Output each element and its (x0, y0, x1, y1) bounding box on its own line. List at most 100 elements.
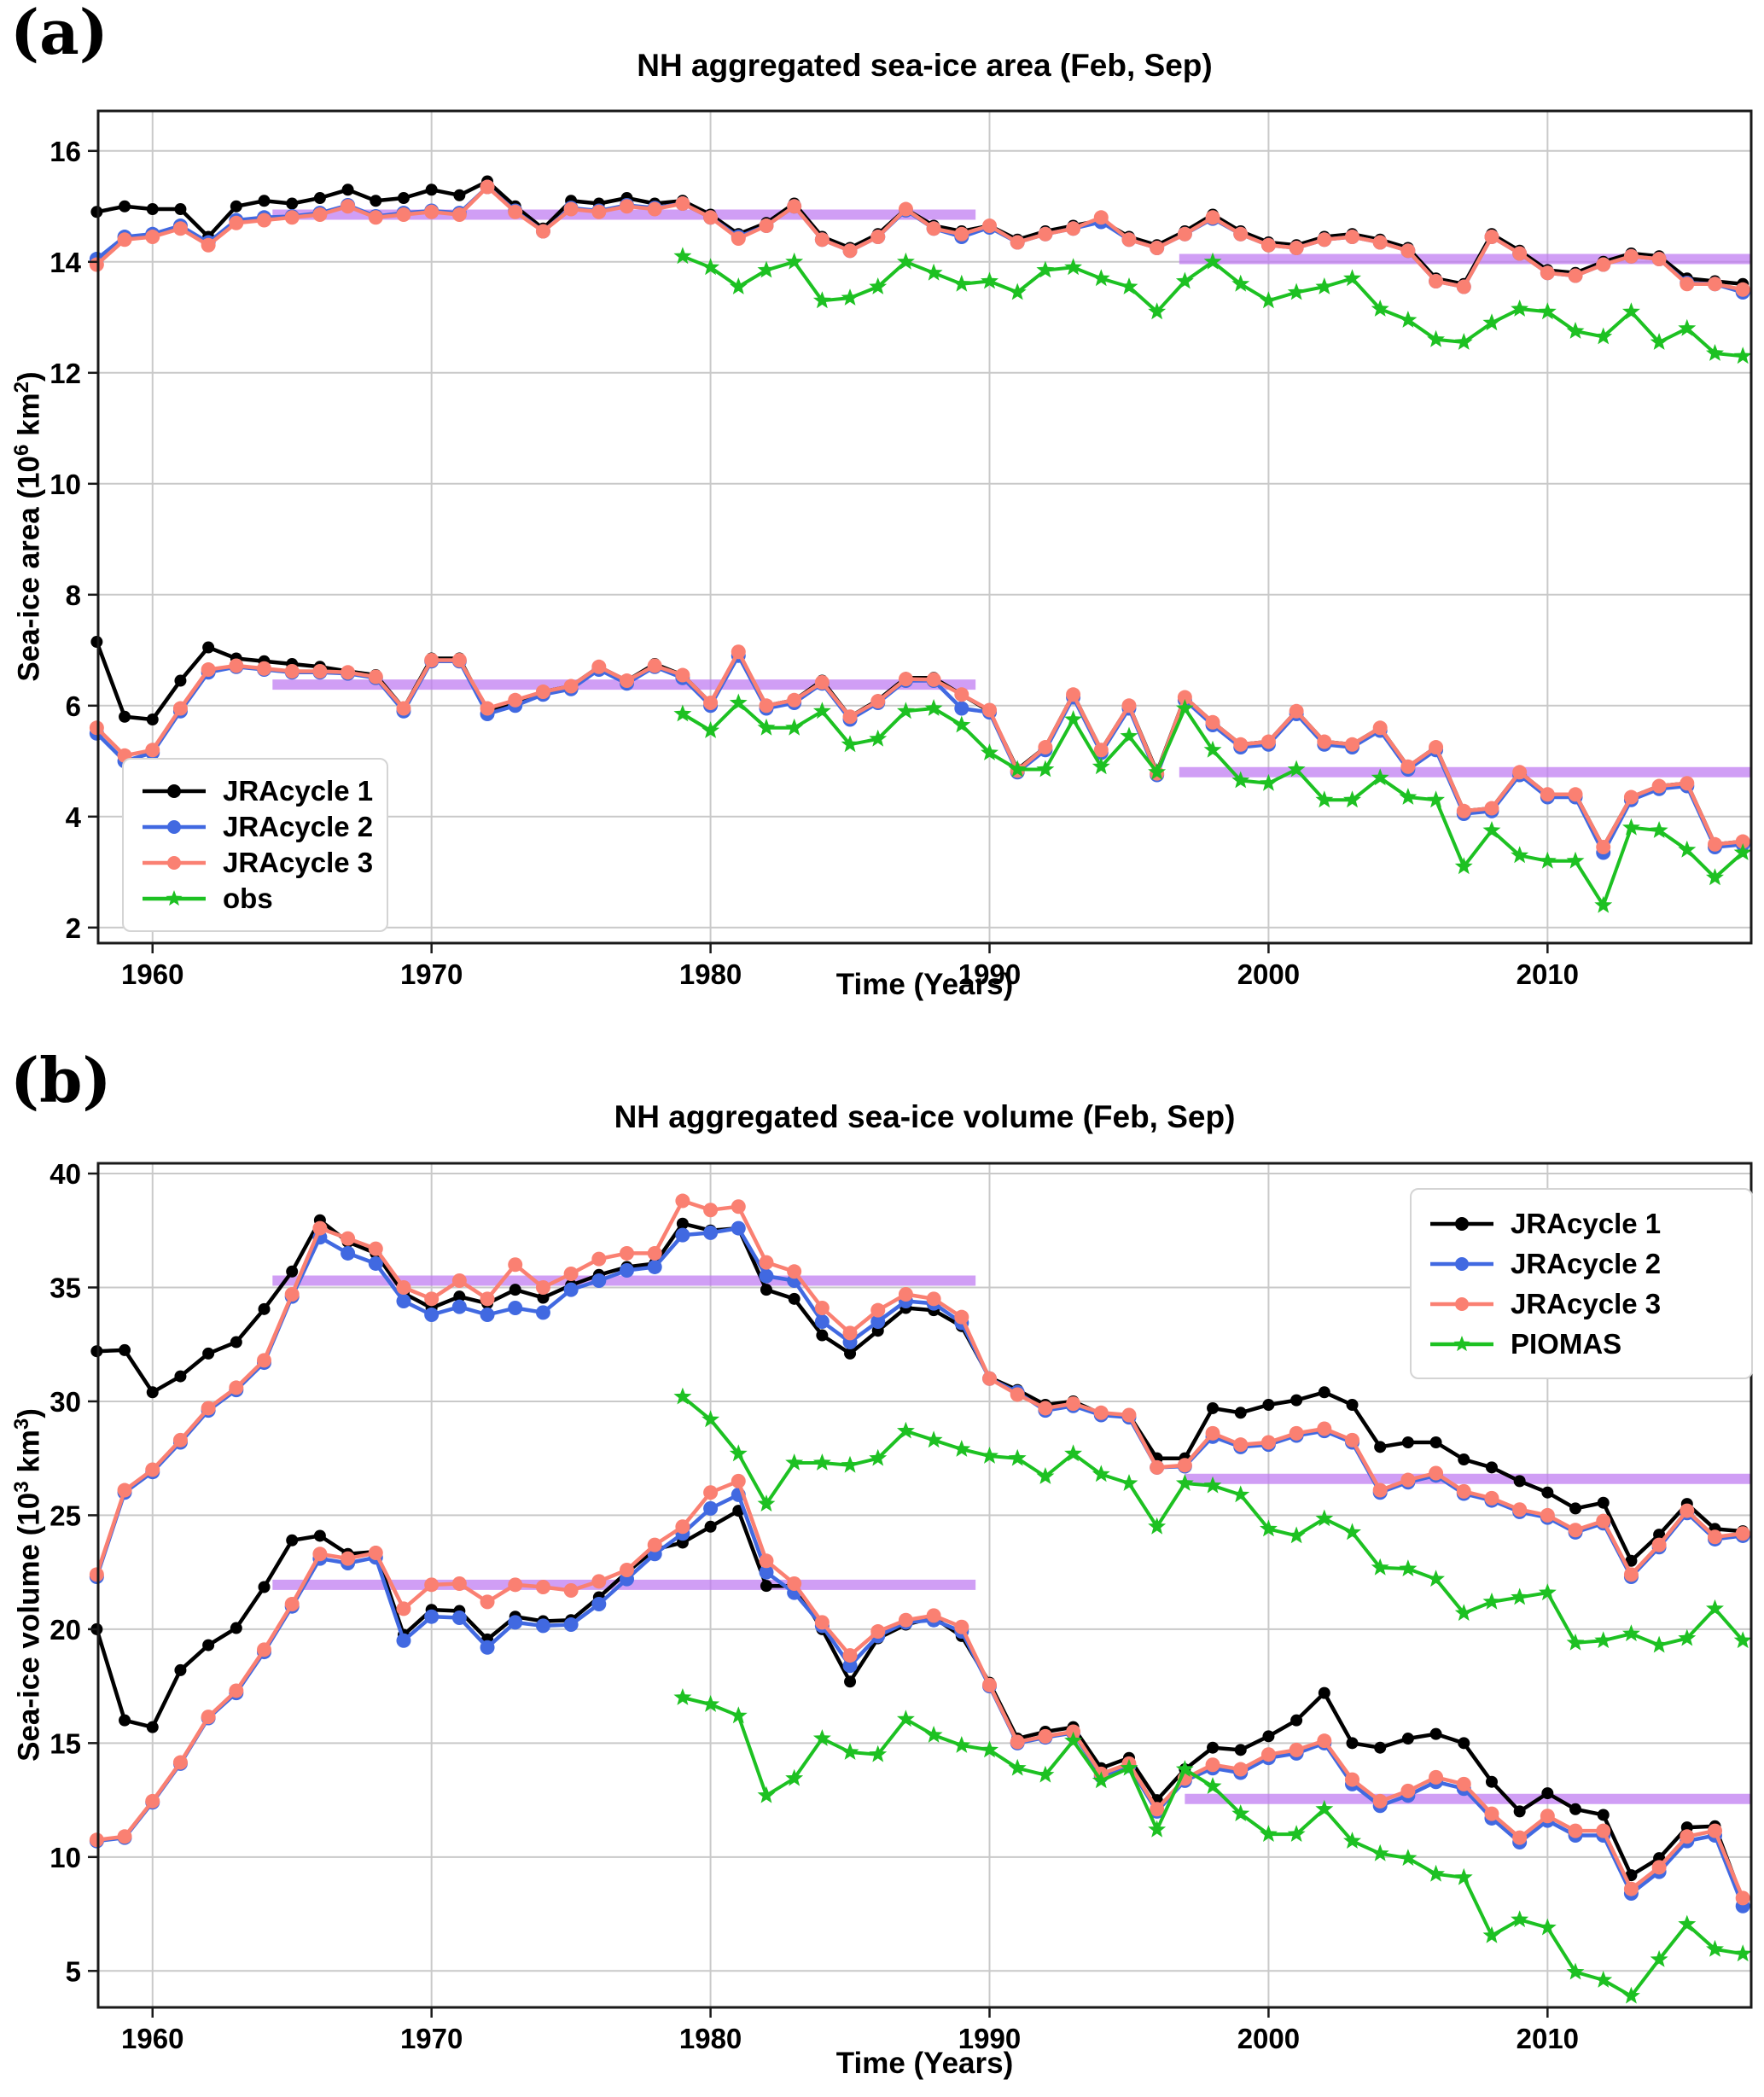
data-point-star (702, 258, 720, 276)
data-point (313, 192, 326, 205)
data-point-star (1454, 333, 1473, 350)
data-point-star (1511, 846, 1529, 864)
tick-label-y: 30 (49, 1386, 81, 1418)
data-point (172, 1755, 188, 1770)
data-point (1651, 252, 1667, 267)
data-point (119, 200, 131, 213)
data-point (229, 215, 244, 230)
data-point (508, 1615, 523, 1630)
data-point-star (1315, 277, 1334, 294)
data-point (844, 1675, 857, 1688)
data-point-star (1650, 1635, 1668, 1653)
data-point (535, 1580, 550, 1595)
series-line (681, 701, 1744, 907)
data-point (117, 232, 132, 248)
data-point (647, 201, 662, 217)
data-point (703, 1225, 719, 1240)
data-point-star (952, 1736, 971, 1753)
data-point (1429, 740, 1444, 755)
legend-item-jracycle-3: JRAcycle 3 (141, 847, 373, 879)
tick-label-y: 25 (49, 1500, 81, 1531)
data-point (954, 1309, 969, 1325)
data-point (591, 659, 607, 674)
data-point (286, 197, 299, 210)
data-point (1625, 1554, 1638, 1567)
legend-item-piomas: PIOMAS (1429, 1328, 1729, 1360)
data-point (1150, 1459, 1165, 1475)
data-point (814, 1301, 830, 1316)
data-point-star (1538, 851, 1557, 869)
data-point (119, 710, 131, 723)
data-point-star (1371, 1844, 1389, 1861)
data-point (926, 1291, 941, 1307)
data-point (591, 1251, 607, 1267)
tick-label-x: 1970 (400, 958, 463, 990)
data-point-star (1260, 1519, 1278, 1537)
ylabel-b-unit: km (12, 1430, 46, 1482)
data-point (870, 1624, 886, 1640)
data-point (258, 1302, 271, 1315)
legend-marker (1430, 1296, 1493, 1311)
data-point (1651, 1537, 1667, 1552)
data-point (759, 1553, 774, 1569)
data-point (1317, 1733, 1332, 1749)
data-point (397, 192, 410, 205)
data-point (1234, 1744, 1247, 1756)
data-point (509, 1284, 521, 1296)
data-point (1400, 243, 1416, 259)
data-point (451, 1273, 467, 1288)
data-point (1568, 787, 1583, 802)
data-point (1456, 803, 1471, 818)
data-point (174, 674, 187, 687)
data-point (201, 237, 216, 253)
data-point-star (952, 1440, 971, 1457)
data-point (89, 257, 104, 272)
data-point (870, 1314, 886, 1330)
data-point (898, 1286, 913, 1302)
data-point (982, 218, 998, 234)
data-point (954, 701, 969, 716)
data-point (451, 1611, 467, 1626)
data-point-star (1622, 1624, 1640, 1642)
series-line (95, 1508, 1745, 1902)
data-point-star (757, 260, 776, 278)
panel-a-title: NH aggregated sea-ice area (Feb, Sep) (637, 48, 1213, 83)
legend-item-jracycle-3: JRAcycle 3 (1429, 1288, 1729, 1320)
data-point (563, 1282, 579, 1297)
tick-label-x: 1990 (958, 2023, 1021, 2054)
data-point (1290, 1394, 1303, 1407)
data-point (898, 201, 913, 217)
data-point-star (1622, 302, 1640, 320)
data-point-star (897, 252, 915, 270)
data-point (1374, 1741, 1387, 1754)
data-point (620, 1245, 635, 1261)
data-point (1205, 1425, 1220, 1441)
data-point (926, 672, 941, 687)
data-point (1708, 836, 1723, 852)
data-point (647, 1537, 662, 1552)
series-jracycle-3-feb (89, 1193, 1750, 1582)
data-point-star (1733, 1631, 1752, 1649)
data-point-star (785, 252, 804, 270)
data-point (117, 1829, 132, 1844)
tick-label-y: 40 (49, 1158, 81, 1190)
data-point (647, 1259, 662, 1274)
data-point-star (869, 277, 888, 294)
data-point (1735, 1890, 1750, 1906)
data-point (1260, 237, 1276, 253)
data-point (90, 636, 103, 649)
data-point (842, 243, 858, 259)
data-point (731, 1473, 746, 1488)
data-point (1429, 1465, 1444, 1481)
data-point-star (1287, 760, 1306, 778)
data-point (145, 743, 160, 758)
data-point (620, 673, 635, 689)
legend-label: JRAcycle 1 (223, 775, 374, 807)
data-point (172, 221, 188, 236)
data-point (202, 1639, 215, 1651)
data-point (174, 1663, 187, 1676)
data-point (1596, 840, 1611, 855)
data-point-star (1203, 740, 1222, 758)
data-point (1680, 776, 1695, 791)
data-point (1317, 734, 1332, 749)
